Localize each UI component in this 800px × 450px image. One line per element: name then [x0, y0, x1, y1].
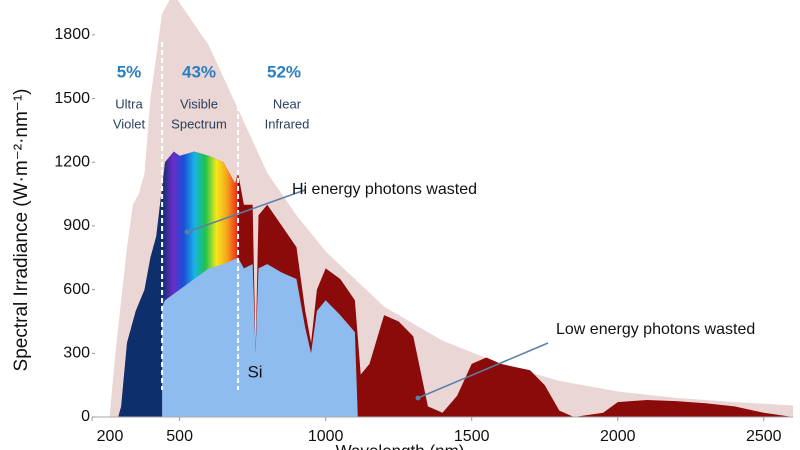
- x-tick-label: 500: [166, 428, 193, 445]
- arrow: [417, 342, 549, 399]
- visible-label: Spectrum: [171, 116, 227, 131]
- arrow-head: [184, 229, 190, 235]
- arrow-head: [415, 395, 421, 401]
- area: [162, 257, 358, 417]
- x-tick-label: 1500: [454, 428, 490, 445]
- plot: [92, 0, 794, 418]
- y-tick-label: 1500: [54, 90, 90, 107]
- ir-label: Near: [273, 96, 302, 111]
- uv-label: Violet: [113, 116, 146, 131]
- x-tick-label: 200: [97, 428, 124, 445]
- y-tick-label: 300: [63, 345, 90, 362]
- ir-percent: 52%: [267, 62, 301, 81]
- low-energy-label: Low energy photons wasted: [556, 321, 755, 338]
- uv-label: Ultra: [115, 96, 143, 111]
- uv-area: [118, 186, 163, 417]
- y-tick-label: 1800: [54, 26, 90, 43]
- uv-percent: 5%: [117, 62, 142, 81]
- y-tick-label: 600: [63, 281, 90, 298]
- y-tick-label: 900: [63, 217, 90, 234]
- y-axis-label: Spectral Irradiance (W·m⁻²·nm⁻¹): [11, 89, 32, 372]
- si-label: Si: [247, 362, 262, 381]
- x-tick-label: 1000: [308, 428, 344, 445]
- visible-label: Visible: [180, 96, 218, 111]
- y-tick-label: 0: [81, 408, 90, 425]
- arrow: [186, 189, 306, 233]
- x-tick-label: 2500: [746, 428, 782, 445]
- ir-label: Infrared: [265, 116, 310, 131]
- x-axis-label: Wavelength (nm): [336, 441, 465, 450]
- x-tick-label: 2000: [600, 428, 636, 445]
- y-tick-label: 1200: [54, 153, 90, 170]
- visible-percent: 43%: [182, 62, 216, 81]
- hi-energy-label: Hi energy photons wasted: [292, 181, 477, 198]
